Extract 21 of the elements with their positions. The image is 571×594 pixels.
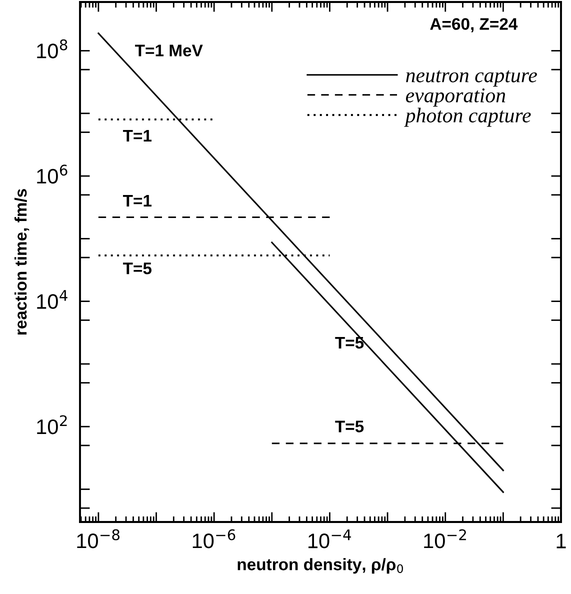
x-tick-label: 10$^{−6}$ [192,529,236,548]
y-tick-label: 10$^{2}$ [37,415,67,434]
y-tick-label: 10$^{8}$ [37,39,68,58]
annotation: A=60, Z=24 [430,18,518,32]
x-tick-label: 10$^{−4}$ [308,529,351,548]
y-axis-title: reaction time, fm/s [14,189,30,335]
annotation: T=1 [122,195,152,207]
y-tick-label: 10$^{6}$ [37,164,68,184]
annotation: T=5 [122,262,152,274]
legend-label: evaporation [406,88,506,107]
x-tick-label: 10$^{−2}$ [424,529,466,548]
x-axis-title: neutron density, ρ/ρ$_{0}$ [238,558,403,574]
annotation: T=1 [122,130,152,142]
x-tick-label: 1 [556,534,566,548]
legend-label: photon capture [404,108,531,127]
annotation: T=1 MeV [135,44,203,56]
annotation: T=5 [335,420,364,432]
y-tick-label: 10$^{4}$ [37,290,68,309]
legend-label: neutron capture [406,70,537,87]
annotation: T=5 [335,337,364,349]
x-tick-label: 10$^{−8}$ [77,529,120,548]
